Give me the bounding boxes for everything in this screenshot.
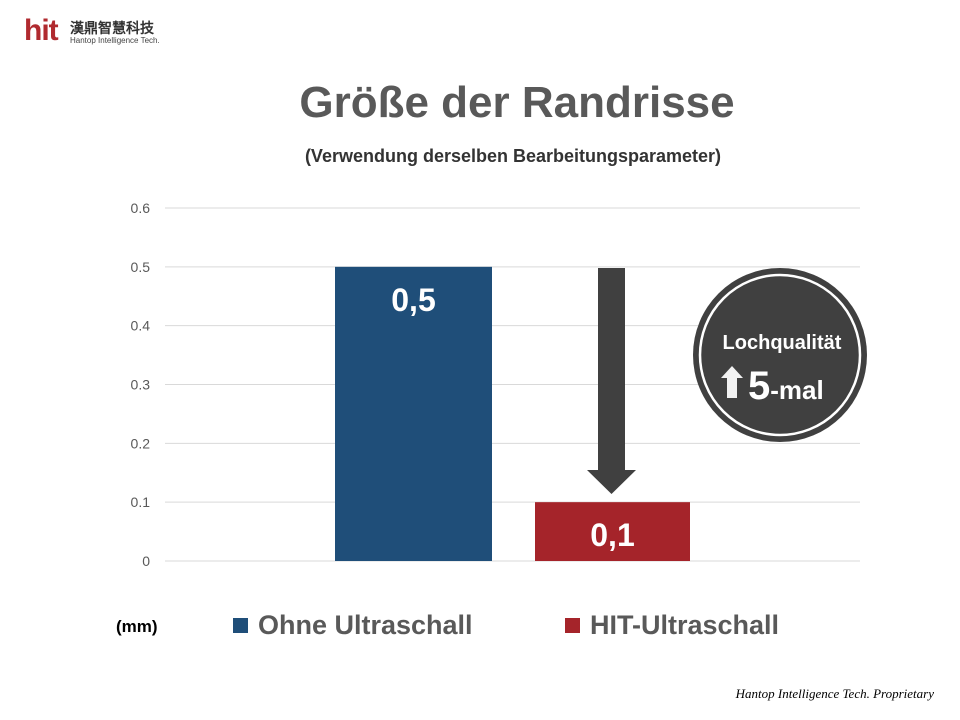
y-tick-label: 0.5 — [131, 259, 151, 275]
y-tick-label: 0 — [142, 553, 150, 569]
legend-item-hit: HIT-Ultraschall — [565, 610, 779, 641]
badge-circle — [693, 268, 867, 442]
down-arrow-icon — [587, 268, 636, 494]
logo-english: Hantop Intelligence Tech. — [70, 36, 160, 45]
legend-swatch — [233, 618, 248, 633]
bar — [335, 266, 492, 561]
badge-multiplier: 5-mal — [748, 364, 824, 408]
chart-subtitle: (Verwendung derselben Bearbeitungsparame… — [304, 146, 722, 166]
logo: hit — [24, 14, 59, 47]
legend-item-ohne: Ohne Ultraschall — [233, 610, 473, 641]
footer: Hantop Intelligence Tech. Proprietary — [735, 686, 934, 701]
chart-title: Größe der Randrisse — [299, 78, 735, 127]
badge-title: Lochqualität — [723, 332, 842, 354]
y-tick-label: 0.3 — [131, 377, 151, 393]
y-unit-label: (mm) — [116, 617, 158, 636]
data-label: 0,5 — [391, 282, 435, 318]
legend-swatch — [565, 618, 580, 633]
legend-label: Ohne Ultraschall — [258, 610, 473, 640]
data-label: 0,1 — [590, 517, 634, 553]
y-tick-label: 0.2 — [131, 435, 151, 451]
y-tick-label: 0.4 — [131, 318, 151, 334]
bar — [535, 502, 690, 561]
badge-ring — [698, 273, 862, 437]
legend-label: HIT-Ultraschall — [590, 610, 780, 640]
up-arrow-icon — [721, 366, 743, 398]
logo-chinese: 漢鼎智慧科技 — [70, 20, 154, 36]
y-tick-label: 0.6 — [131, 200, 151, 216]
y-tick-label: 0.1 — [131, 494, 151, 510]
